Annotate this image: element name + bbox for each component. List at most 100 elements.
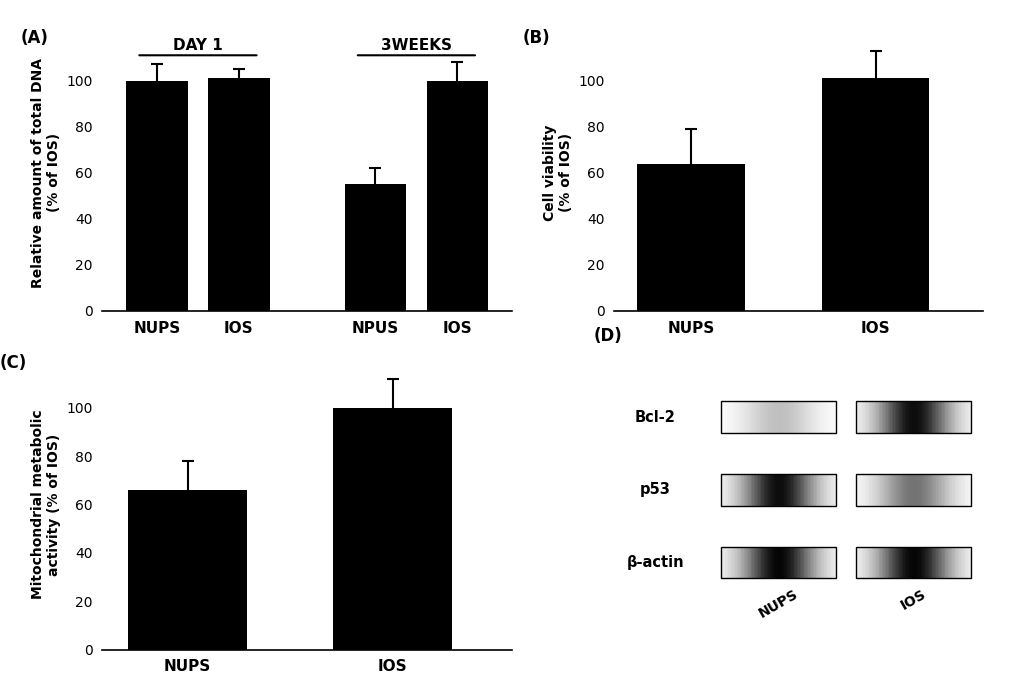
Bar bbox=[777, 474, 778, 506]
Bar bbox=[873, 474, 876, 506]
Bar bbox=[941, 547, 942, 578]
Bar bbox=[903, 401, 905, 433]
Bar bbox=[732, 474, 734, 506]
Bar bbox=[888, 547, 890, 578]
Bar bbox=[916, 547, 919, 578]
Bar bbox=[918, 547, 920, 578]
Bar bbox=[345, 184, 407, 311]
Bar bbox=[862, 474, 863, 506]
Bar bbox=[955, 401, 956, 433]
Bar bbox=[778, 401, 780, 433]
Bar bbox=[806, 547, 807, 578]
Bar bbox=[952, 474, 954, 506]
Bar bbox=[938, 474, 940, 506]
Text: IOS: IOS bbox=[898, 587, 929, 613]
Bar bbox=[810, 474, 812, 506]
Bar bbox=[725, 547, 727, 578]
Bar bbox=[949, 401, 951, 433]
Bar bbox=[811, 401, 813, 433]
Text: 3WEEKS: 3WEEKS bbox=[381, 38, 452, 53]
Bar bbox=[804, 401, 806, 433]
Bar bbox=[941, 401, 942, 433]
Bar bbox=[742, 474, 744, 506]
Bar bbox=[814, 474, 816, 506]
Bar bbox=[936, 474, 938, 506]
Bar bbox=[935, 474, 937, 506]
Bar bbox=[779, 547, 781, 578]
Bar bbox=[893, 474, 895, 506]
Bar bbox=[796, 401, 798, 433]
Bar bbox=[863, 401, 865, 433]
Bar bbox=[732, 401, 734, 433]
Bar bbox=[963, 474, 964, 506]
Bar bbox=[128, 490, 248, 650]
Bar bbox=[817, 401, 819, 433]
Bar bbox=[967, 401, 969, 433]
Bar bbox=[818, 547, 820, 578]
Bar bbox=[914, 474, 916, 506]
Bar bbox=[862, 547, 863, 578]
Text: Bcl-2: Bcl-2 bbox=[635, 410, 676, 425]
Bar bbox=[822, 474, 824, 506]
Bar bbox=[867, 547, 869, 578]
Bar bbox=[781, 474, 783, 506]
Bar bbox=[891, 547, 892, 578]
Bar bbox=[793, 401, 795, 433]
Bar bbox=[864, 474, 866, 506]
Bar bbox=[781, 547, 783, 578]
Bar bbox=[928, 474, 930, 506]
Text: p53: p53 bbox=[640, 482, 671, 498]
Bar bbox=[866, 474, 868, 506]
Bar bbox=[899, 547, 901, 578]
Bar bbox=[333, 408, 453, 650]
Bar bbox=[857, 474, 859, 506]
Bar bbox=[790, 401, 792, 433]
Bar bbox=[739, 474, 741, 506]
Bar bbox=[757, 401, 759, 433]
Bar bbox=[828, 401, 830, 433]
Bar bbox=[765, 401, 767, 433]
Bar bbox=[856, 474, 971, 506]
Bar bbox=[742, 401, 744, 433]
Bar bbox=[895, 547, 897, 578]
Bar bbox=[784, 401, 785, 433]
Bar bbox=[943, 474, 945, 506]
Bar bbox=[775, 547, 777, 578]
Bar bbox=[870, 474, 872, 506]
Bar bbox=[817, 547, 819, 578]
Bar bbox=[885, 474, 887, 506]
Bar bbox=[927, 474, 928, 506]
Bar bbox=[920, 474, 921, 506]
Bar bbox=[749, 401, 750, 433]
Bar bbox=[907, 474, 909, 506]
Bar bbox=[754, 474, 756, 506]
Bar bbox=[637, 164, 744, 311]
Bar bbox=[874, 474, 877, 506]
Bar bbox=[758, 547, 760, 578]
Bar bbox=[864, 401, 866, 433]
Bar bbox=[822, 401, 824, 433]
Bar bbox=[800, 474, 802, 506]
Bar bbox=[892, 547, 894, 578]
Bar bbox=[738, 547, 740, 578]
Bar bbox=[952, 401, 954, 433]
Bar bbox=[763, 547, 764, 578]
Bar bbox=[764, 474, 766, 506]
Bar bbox=[914, 401, 916, 433]
Y-axis label: Cell viability
(% of IOS): Cell viability (% of IOS) bbox=[543, 124, 572, 221]
Bar bbox=[771, 474, 773, 506]
Bar bbox=[920, 547, 921, 578]
Bar bbox=[760, 401, 762, 433]
Bar bbox=[900, 547, 902, 578]
Bar bbox=[873, 401, 876, 433]
Bar bbox=[767, 401, 769, 433]
Bar bbox=[774, 401, 776, 433]
Bar bbox=[772, 401, 774, 433]
Bar bbox=[751, 401, 753, 433]
Bar bbox=[775, 474, 777, 506]
Bar bbox=[815, 547, 817, 578]
Bar bbox=[859, 401, 861, 433]
Bar bbox=[859, 547, 861, 578]
Bar bbox=[808, 547, 810, 578]
Bar bbox=[729, 547, 731, 578]
